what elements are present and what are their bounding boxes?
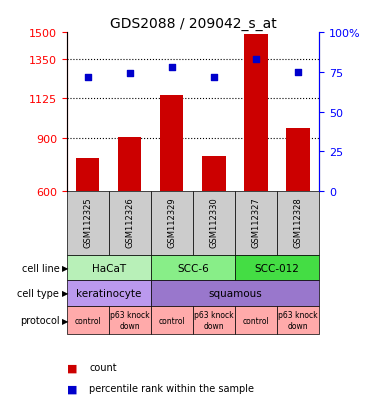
Text: p63 knock
down: p63 knock down xyxy=(110,311,150,330)
FancyBboxPatch shape xyxy=(151,280,319,306)
FancyBboxPatch shape xyxy=(151,255,235,280)
FancyBboxPatch shape xyxy=(193,306,235,335)
Text: ■: ■ xyxy=(67,363,77,373)
FancyBboxPatch shape xyxy=(277,306,319,335)
Bar xyxy=(286,128,309,192)
FancyBboxPatch shape xyxy=(67,280,151,306)
Point xyxy=(169,65,175,71)
FancyBboxPatch shape xyxy=(151,192,193,255)
Text: ▶: ▶ xyxy=(62,263,68,273)
Text: GSM112325: GSM112325 xyxy=(83,197,92,247)
Bar xyxy=(244,35,267,192)
Point xyxy=(253,57,259,63)
FancyBboxPatch shape xyxy=(235,192,277,255)
Text: cell type: cell type xyxy=(17,288,59,298)
Text: ▶: ▶ xyxy=(62,289,68,298)
Text: p63 knock
down: p63 knock down xyxy=(194,311,234,330)
Bar xyxy=(118,138,141,192)
Text: percentile rank within the sample: percentile rank within the sample xyxy=(89,383,254,393)
Bar xyxy=(160,96,183,192)
Text: GSM112329: GSM112329 xyxy=(167,197,176,247)
FancyBboxPatch shape xyxy=(67,192,109,255)
Text: GSM112330: GSM112330 xyxy=(210,197,219,247)
FancyBboxPatch shape xyxy=(109,192,151,255)
FancyBboxPatch shape xyxy=(193,192,235,255)
Point xyxy=(211,74,217,81)
Bar xyxy=(76,158,99,192)
Text: GSM112328: GSM112328 xyxy=(293,197,302,247)
Text: SCC-012: SCC-012 xyxy=(255,263,299,273)
Text: keratinocyte: keratinocyte xyxy=(76,288,141,298)
FancyBboxPatch shape xyxy=(67,255,151,280)
Point xyxy=(85,74,91,81)
FancyBboxPatch shape xyxy=(235,306,277,335)
Text: control: control xyxy=(158,316,185,325)
Text: ■: ■ xyxy=(67,383,77,393)
FancyBboxPatch shape xyxy=(151,306,193,335)
FancyBboxPatch shape xyxy=(67,306,109,335)
Text: control: control xyxy=(243,316,269,325)
FancyBboxPatch shape xyxy=(235,255,319,280)
Text: SCC-6: SCC-6 xyxy=(177,263,209,273)
FancyBboxPatch shape xyxy=(109,306,151,335)
Text: GSM112327: GSM112327 xyxy=(252,197,260,247)
Text: control: control xyxy=(75,316,101,325)
Text: HaCaT: HaCaT xyxy=(92,263,126,273)
Text: GSM112326: GSM112326 xyxy=(125,197,134,247)
FancyBboxPatch shape xyxy=(277,192,319,255)
Title: GDS2088 / 209042_s_at: GDS2088 / 209042_s_at xyxy=(109,17,276,31)
Text: ▶: ▶ xyxy=(62,316,68,325)
Text: squamous: squamous xyxy=(208,288,262,298)
Point xyxy=(295,69,301,76)
Bar xyxy=(202,157,226,192)
Text: p63 knock
down: p63 knock down xyxy=(278,311,318,330)
Point xyxy=(127,71,133,78)
Text: count: count xyxy=(89,363,116,373)
Text: cell line: cell line xyxy=(22,263,59,273)
Text: protocol: protocol xyxy=(20,315,59,325)
